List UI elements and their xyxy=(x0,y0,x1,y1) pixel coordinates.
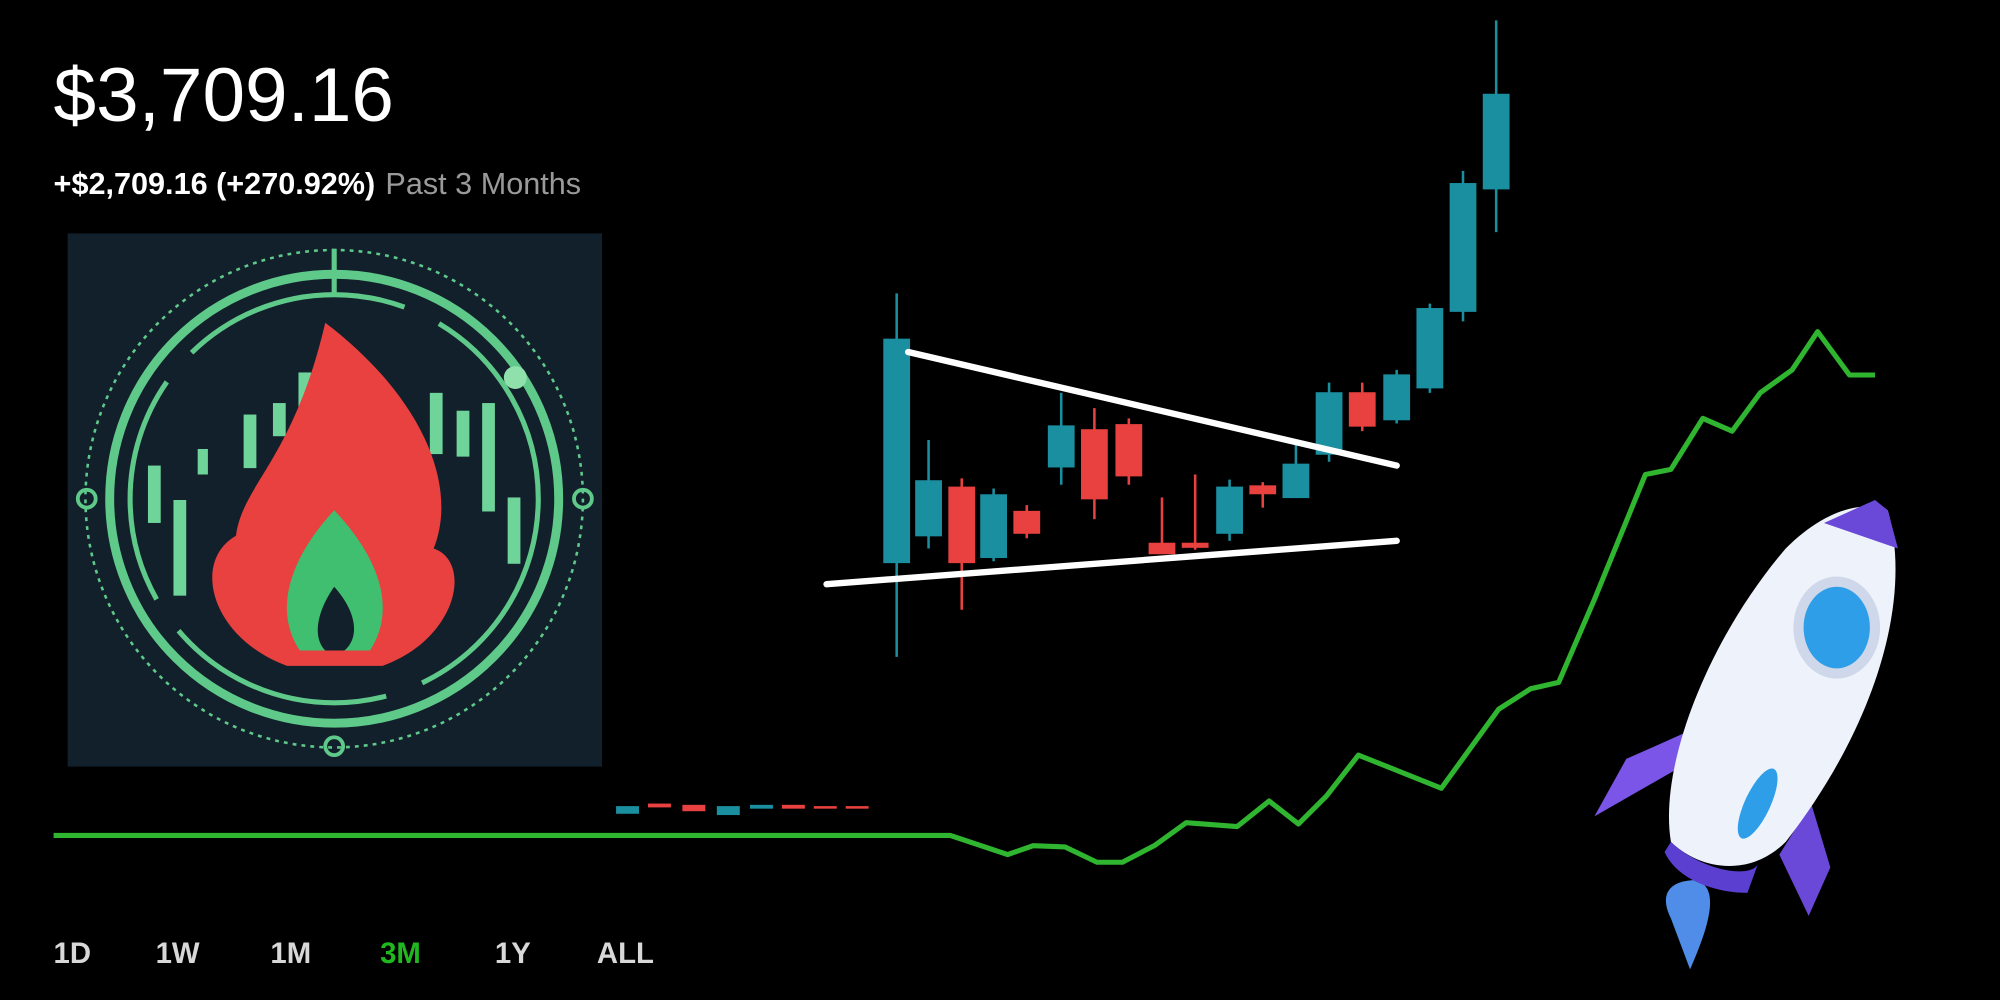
rocket xyxy=(1594,500,1898,970)
range-button[interactable]: 3M xyxy=(380,937,421,970)
period: Past 3 Months xyxy=(385,167,581,201)
change-line: +$2,709.16 (+270.92%) Past 3 Months xyxy=(54,167,582,201)
range-button[interactable]: 1W xyxy=(156,937,200,970)
mini-candles xyxy=(616,803,869,816)
price: $3,709.16 xyxy=(54,53,394,138)
range-button[interactable]: 1M xyxy=(270,937,311,970)
price-line xyxy=(53,329,1875,865)
range-button[interactable]: 1Y xyxy=(495,937,531,970)
candles xyxy=(883,20,1510,657)
triangle-pattern xyxy=(823,348,1400,588)
logo xyxy=(67,233,603,767)
range-selector: 1D 1W 1M 3M 1Y ALL xyxy=(54,937,654,970)
change: +$2,709.16 (+270.92%) xyxy=(54,167,376,201)
range-button[interactable]: 1D xyxy=(54,937,91,970)
range-button[interactable]: ALL xyxy=(597,937,654,970)
